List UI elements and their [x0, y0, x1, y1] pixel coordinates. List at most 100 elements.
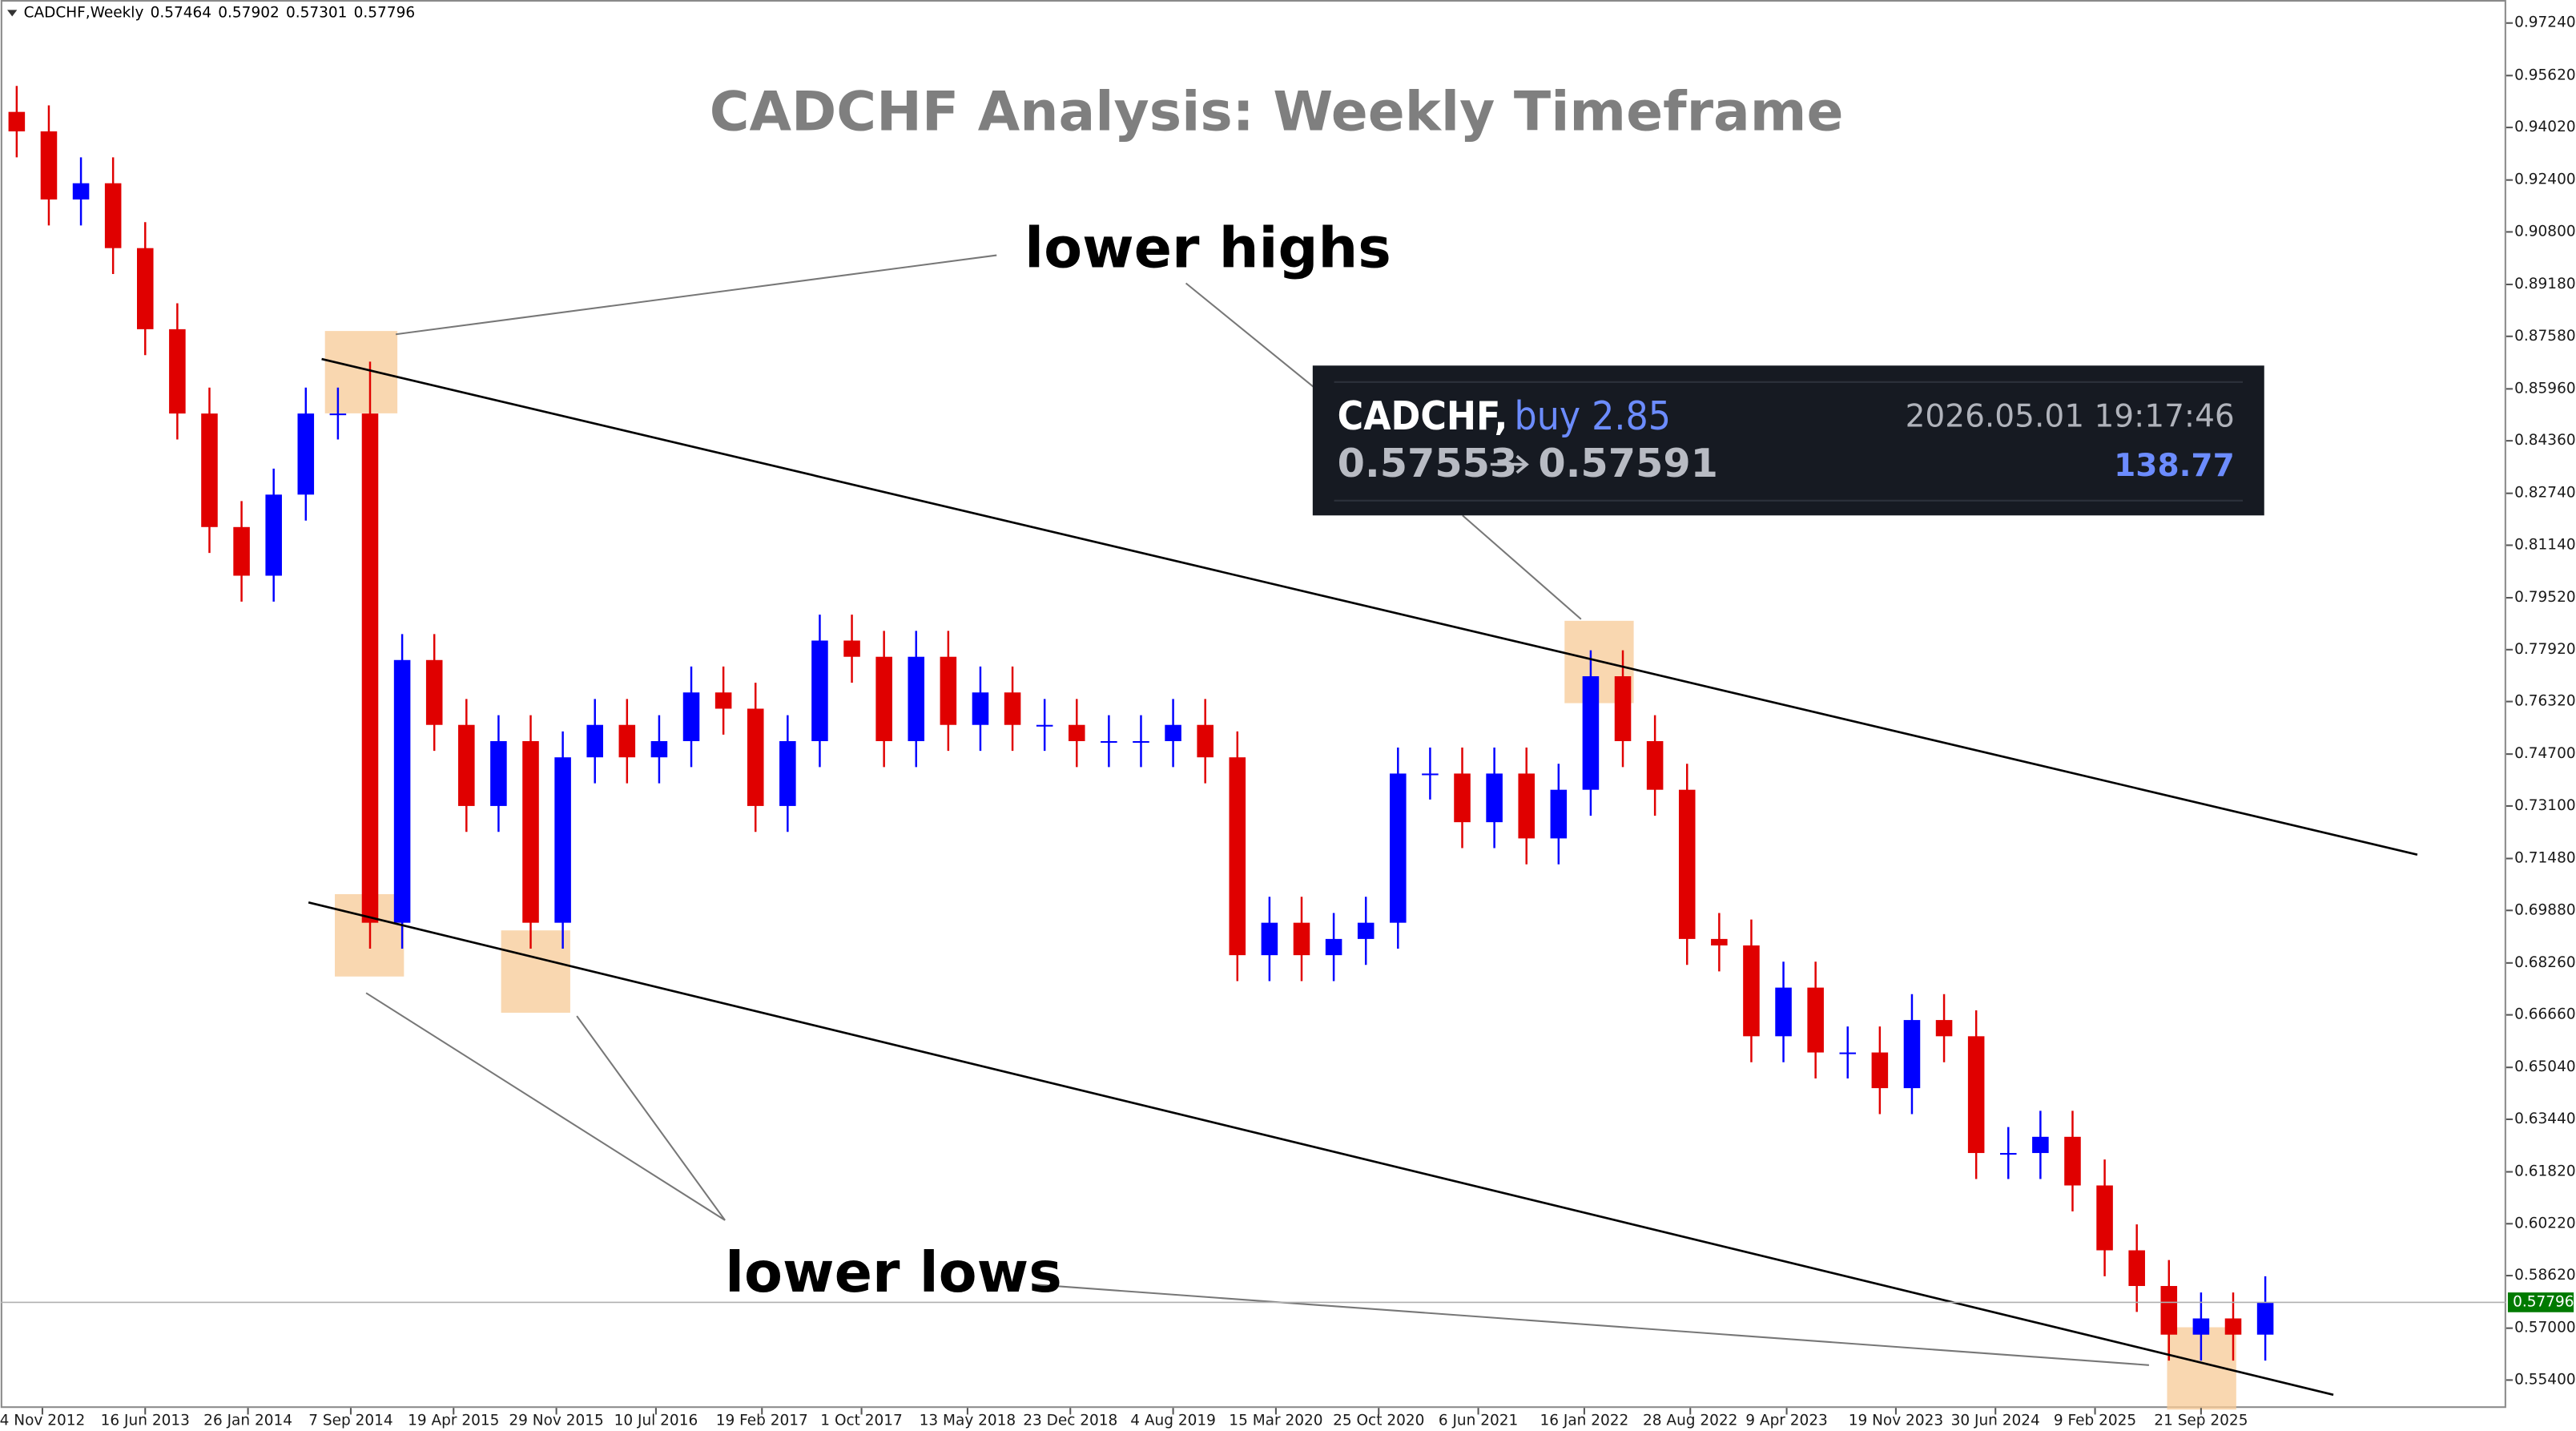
y-tick-label: 0.90800: [2514, 223, 2575, 240]
popup-title: CADCHF, buy 2.85: [1338, 393, 1671, 439]
trade-popup: CADCHF, buy 2.85 2026.05.01 19:17:46 0.57…: [1312, 365, 2264, 516]
highlights: [324, 331, 2236, 1410]
y-tick-label: 0.60220: [2514, 1215, 2575, 1231]
y-tick-label: 0.82740: [2514, 485, 2575, 502]
plot-frame: [0, 0, 2506, 1409]
candle-body: [2224, 1318, 2242, 1335]
x-tick-label: 30 Jun 2024: [1951, 1413, 2040, 1429]
x-tick-label: 9 Apr 2023: [1745, 1413, 1828, 1429]
x-tick-label: 6 Jun 2021: [1439, 1413, 1518, 1429]
y-tick-label: 0.77920: [2514, 641, 2575, 658]
candle-body: [1871, 1052, 1889, 1089]
y-tick-label: 0.79520: [2514, 589, 2575, 606]
candle-body: [2032, 1136, 2049, 1154]
candle-body: [843, 640, 860, 657]
header-symbol: CADCHF,Weekly: [24, 4, 144, 21]
candle-body: [425, 659, 443, 725]
popup-open: 0.57553: [1338, 440, 1518, 486]
y-tick-label: 0.69880: [2514, 901, 2575, 918]
candle-body: [1390, 773, 1407, 923]
x-tick-label: 4 Aug 2019: [1130, 1413, 1216, 1429]
candle-body: [1903, 1020, 1921, 1089]
candle-body: [136, 248, 154, 329]
y-tick-label: 0.73100: [2514, 797, 2575, 814]
header-value: 0.57902: [218, 4, 279, 21]
candle-body: [201, 413, 218, 527]
candle-body: [2256, 1302, 2274, 1335]
candle-body: [1486, 773, 1503, 823]
y-tick-label: 0.76320: [2514, 693, 2575, 710]
highlight-box: [324, 331, 398, 413]
candle-body: [1454, 773, 1471, 823]
candle-body: [1004, 692, 1021, 725]
pointer-line: [1032, 1284, 2149, 1366]
x-tick-label: 16 Jun 2013: [101, 1413, 190, 1429]
y-tick-label: 0.81140: [2514, 536, 2575, 553]
candle-body: [1678, 789, 1696, 939]
header-text: CADCHF,Weekly 0.57464 0.57902 0.57301 0.5779…: [24, 4, 416, 21]
x-tick-label: 19 Apr 2015: [408, 1413, 499, 1429]
y-tick-label: 0.61820: [2514, 1163, 2575, 1180]
candle-body: [2096, 1185, 2113, 1251]
highlight-box: [501, 930, 570, 1013]
candle-body: [586, 724, 603, 758]
candle-body: [779, 740, 796, 806]
candle-body: [1229, 757, 1246, 956]
y-tick-label: 0.55400: [2514, 1371, 2575, 1388]
popup-time: 2026.05.01 19:17:46: [1906, 399, 2235, 435]
y-tick-label: 0.84360: [2514, 432, 2575, 449]
header-value: 0.57301: [286, 4, 347, 21]
y-tick-label: 0.66660: [2514, 1006, 2575, 1023]
y-tick-label: 0.74700: [2514, 745, 2575, 762]
candle-body: [361, 413, 379, 923]
pointer-line: [395, 254, 997, 336]
candle-body: [1839, 1052, 1857, 1054]
popup-current: 0.57591: [1538, 440, 1718, 486]
x-tick-label: 28 Aug 2022: [1643, 1413, 1737, 1429]
x-tick-label: 10 Jul 2016: [614, 1413, 698, 1429]
candle-body: [554, 757, 571, 923]
popup-symbol: CADCHF,: [1338, 393, 1508, 439]
annotation: lower highs: [1024, 216, 1391, 280]
header-value: 0.57464: [151, 4, 211, 21]
candle-body: [1101, 740, 1117, 744]
candle-body: [1518, 773, 1535, 839]
y-tick-label: 0.95620: [2514, 67, 2575, 83]
candle-body: [1775, 987, 1792, 1037]
candle-body: [1197, 724, 1214, 758]
x-tick-label: 23 Dec 2018: [1023, 1413, 1117, 1429]
candle-body: [1646, 740, 1664, 790]
candle-body: [650, 740, 668, 758]
channel: [308, 357, 2418, 1397]
candle-body: [1999, 1153, 2017, 1155]
pointers: [365, 254, 2149, 1366]
last-price-box: [2507, 1292, 2574, 1312]
candle-body: [1967, 1036, 1985, 1154]
header: CADCHF,Weekly 0.57464 0.57902 0.57301 0.5779…: [7, 4, 415, 21]
candle-body: [72, 183, 90, 200]
last-price-label: 0.57796: [2513, 1293, 2574, 1310]
x-tick-label: 7 Sep 2014: [308, 1413, 392, 1429]
candle-body: [393, 659, 411, 923]
candle-body: [40, 131, 58, 200]
candle-body: [2064, 1136, 2081, 1186]
x-tick-label: 13 May 2018: [920, 1413, 1016, 1429]
y-tick-label: 0.94020: [2514, 119, 2575, 135]
popup-profit: 138.77: [2114, 448, 2235, 484]
candle-body: [747, 708, 764, 806]
y-tick-label: 0.68260: [2514, 954, 2575, 971]
x-tick-label: 1 Oct 2017: [820, 1413, 903, 1429]
chart-title: CADCHF Analysis: Weekly Timeframe: [710, 79, 1844, 143]
pointer-line: [365, 992, 726, 1221]
candle-body: [522, 740, 539, 923]
popup-arrow: [1490, 454, 1529, 474]
candle-body: [1582, 676, 1600, 790]
candle-body: [8, 111, 26, 131]
candle-body: [1261, 922, 1278, 956]
candle-body: [1133, 740, 1149, 744]
candle-body: [875, 656, 892, 741]
x-tick-label: 29 Nov 2015: [509, 1413, 603, 1429]
